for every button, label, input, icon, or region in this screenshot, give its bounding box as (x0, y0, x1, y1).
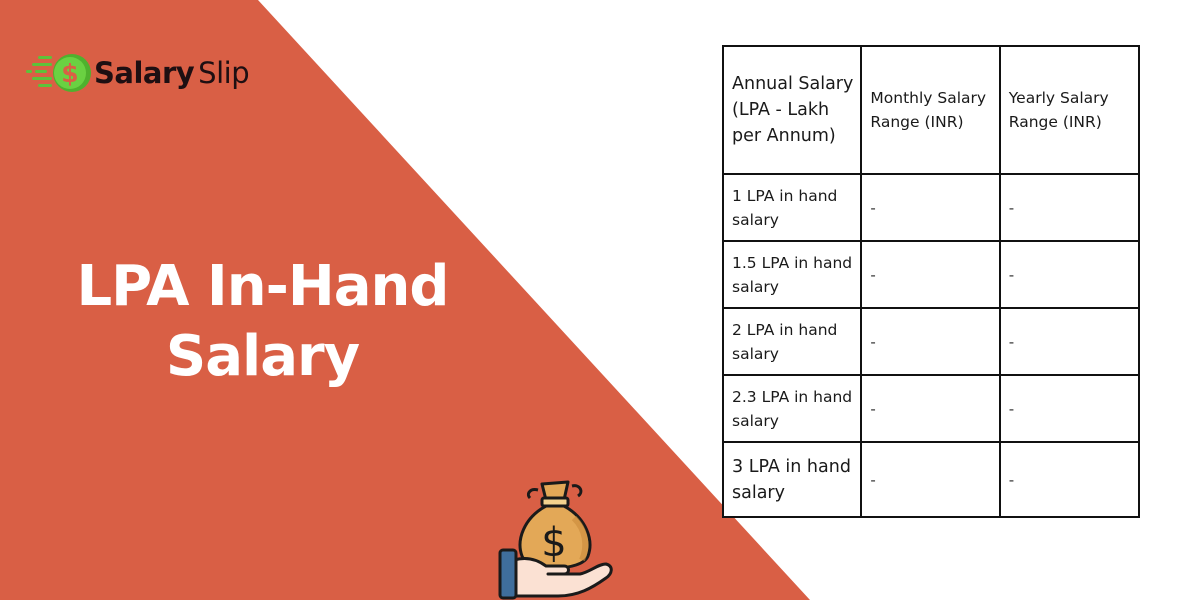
table-row: 2.3 LPA in hand salary - - (721, 374, 1141, 443)
table-row: 1 LPA in hand salary - - (721, 173, 1141, 242)
cell-yearly-range: - (998, 240, 1141, 309)
logo-name-bold: Salary (94, 56, 195, 90)
cell-annual-salary: 2 LPA in hand salary (721, 307, 863, 376)
svg-text:$: $ (61, 59, 78, 88)
cell-annual-salary: 3 LPA in hand salary (721, 441, 863, 518)
cell-annual-salary: 1.5 LPA in hand salary (721, 240, 863, 309)
cell-yearly-range: - (998, 441, 1141, 518)
page-title: LPA In-Hand Salary (40, 252, 485, 392)
cell-yearly-range: - (998, 307, 1141, 376)
salaryslip-logo: $ Salary Slip (24, 50, 250, 96)
title-line-1: LPA In-Hand (76, 254, 450, 319)
cell-monthly-range: - (860, 173, 1001, 242)
title-line-2: Salary (165, 324, 360, 389)
cell-yearly-range: - (998, 374, 1141, 443)
dollar-coin-speed-icon: $ (26, 54, 91, 92)
cell-yearly-range: - (998, 173, 1141, 242)
cell-monthly-range: - (860, 307, 1001, 376)
cell-monthly-range: - (860, 240, 1001, 309)
salary-table: Annual Salary (LPA - Lakh per Annum) Mon… (721, 45, 1141, 518)
svg-text:$: $ (541, 520, 566, 566)
cell-monthly-range: - (860, 374, 1001, 443)
cell-monthly-range: - (860, 441, 1001, 518)
cell-annual-salary: 2.3 LPA in hand salary (721, 374, 863, 443)
cell-annual-salary: 1 LPA in hand salary (721, 173, 863, 242)
header-annual-salary: Annual Salary (LPA - Lakh per Annum) (721, 45, 863, 175)
header-yearly-range: Yearly Salary Range (INR) (998, 45, 1141, 175)
logo-wordmark: Salary Slip (94, 50, 250, 96)
logo-name-light: Slip (198, 56, 250, 90)
table-row: 3 LPA in hand salary - - (721, 441, 1141, 518)
header-monthly-range: Monthly Salary Range (INR) (860, 45, 1001, 175)
table-row: 1.5 LPA in hand salary - - (721, 240, 1141, 309)
table-header-row: Annual Salary (LPA - Lakh per Annum) Mon… (721, 45, 1141, 175)
table-row: 2 LPA in hand salary - - (721, 307, 1141, 376)
hand-holding-money-bag-icon: $ (498, 480, 613, 600)
